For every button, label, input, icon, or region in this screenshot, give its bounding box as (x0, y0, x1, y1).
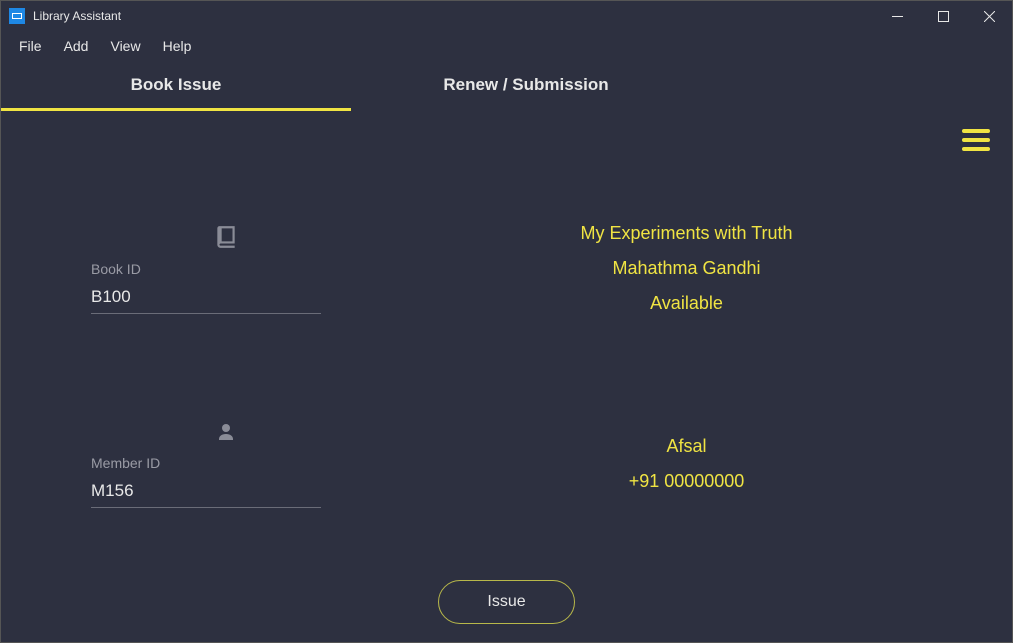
menu-add[interactable]: Add (64, 38, 89, 54)
book-icon (111, 224, 341, 255)
member-phone: +91 00000000 (629, 471, 745, 492)
member-id-input[interactable] (91, 477, 321, 508)
hamburger-menu-icon[interactable] (962, 129, 990, 151)
titlebar: Library Assistant (1, 1, 1012, 31)
tab-bar: Book Issue Renew / Submission (1, 61, 1012, 111)
book-id-input[interactable] (91, 283, 321, 314)
window-controls (874, 1, 1012, 31)
tab-label: Book Issue (131, 75, 222, 95)
book-title: My Experiments with Truth (580, 223, 792, 244)
member-row: Member ID Afsal +91 00000000 (1, 367, 1012, 563)
issue-button[interactable]: Issue (438, 580, 574, 624)
close-button[interactable] (966, 1, 1012, 31)
book-input-group: Book ID (1, 224, 361, 314)
minimize-button[interactable] (874, 1, 920, 31)
maximize-button[interactable] (920, 1, 966, 31)
form-area: Book ID My Experiments with Truth Mahath… (1, 171, 1012, 562)
tab-label: Renew / Submission (443, 75, 608, 95)
member-name: Afsal (666, 436, 706, 457)
app-window: Library Assistant File Add View Help Boo… (0, 0, 1013, 643)
book-status: Available (650, 293, 723, 314)
book-row: Book ID My Experiments with Truth Mahath… (1, 171, 1012, 367)
book-author: Mahathma Gandhi (612, 258, 760, 279)
content-area: Book ID My Experiments with Truth Mahath… (1, 111, 1012, 642)
tab-book-issue[interactable]: Book Issue (1, 61, 351, 111)
window-title: Library Assistant (33, 9, 874, 23)
person-icon (111, 420, 341, 449)
app-icon (9, 8, 25, 24)
member-id-label: Member ID (91, 455, 160, 471)
action-bar: Issue (1, 580, 1012, 624)
menu-help[interactable]: Help (163, 38, 192, 54)
tab-renew-submission[interactable]: Renew / Submission (351, 61, 701, 111)
member-input-group: Member ID (1, 420, 361, 508)
book-id-label: Book ID (91, 261, 141, 277)
member-info: Afsal +91 00000000 (361, 436, 1012, 492)
menu-file[interactable]: File (19, 38, 42, 54)
menubar: File Add View Help (1, 31, 1012, 61)
book-info: My Experiments with Truth Mahathma Gandh… (361, 223, 1012, 314)
issue-button-label: Issue (487, 593, 525, 610)
menu-view[interactable]: View (110, 38, 140, 54)
